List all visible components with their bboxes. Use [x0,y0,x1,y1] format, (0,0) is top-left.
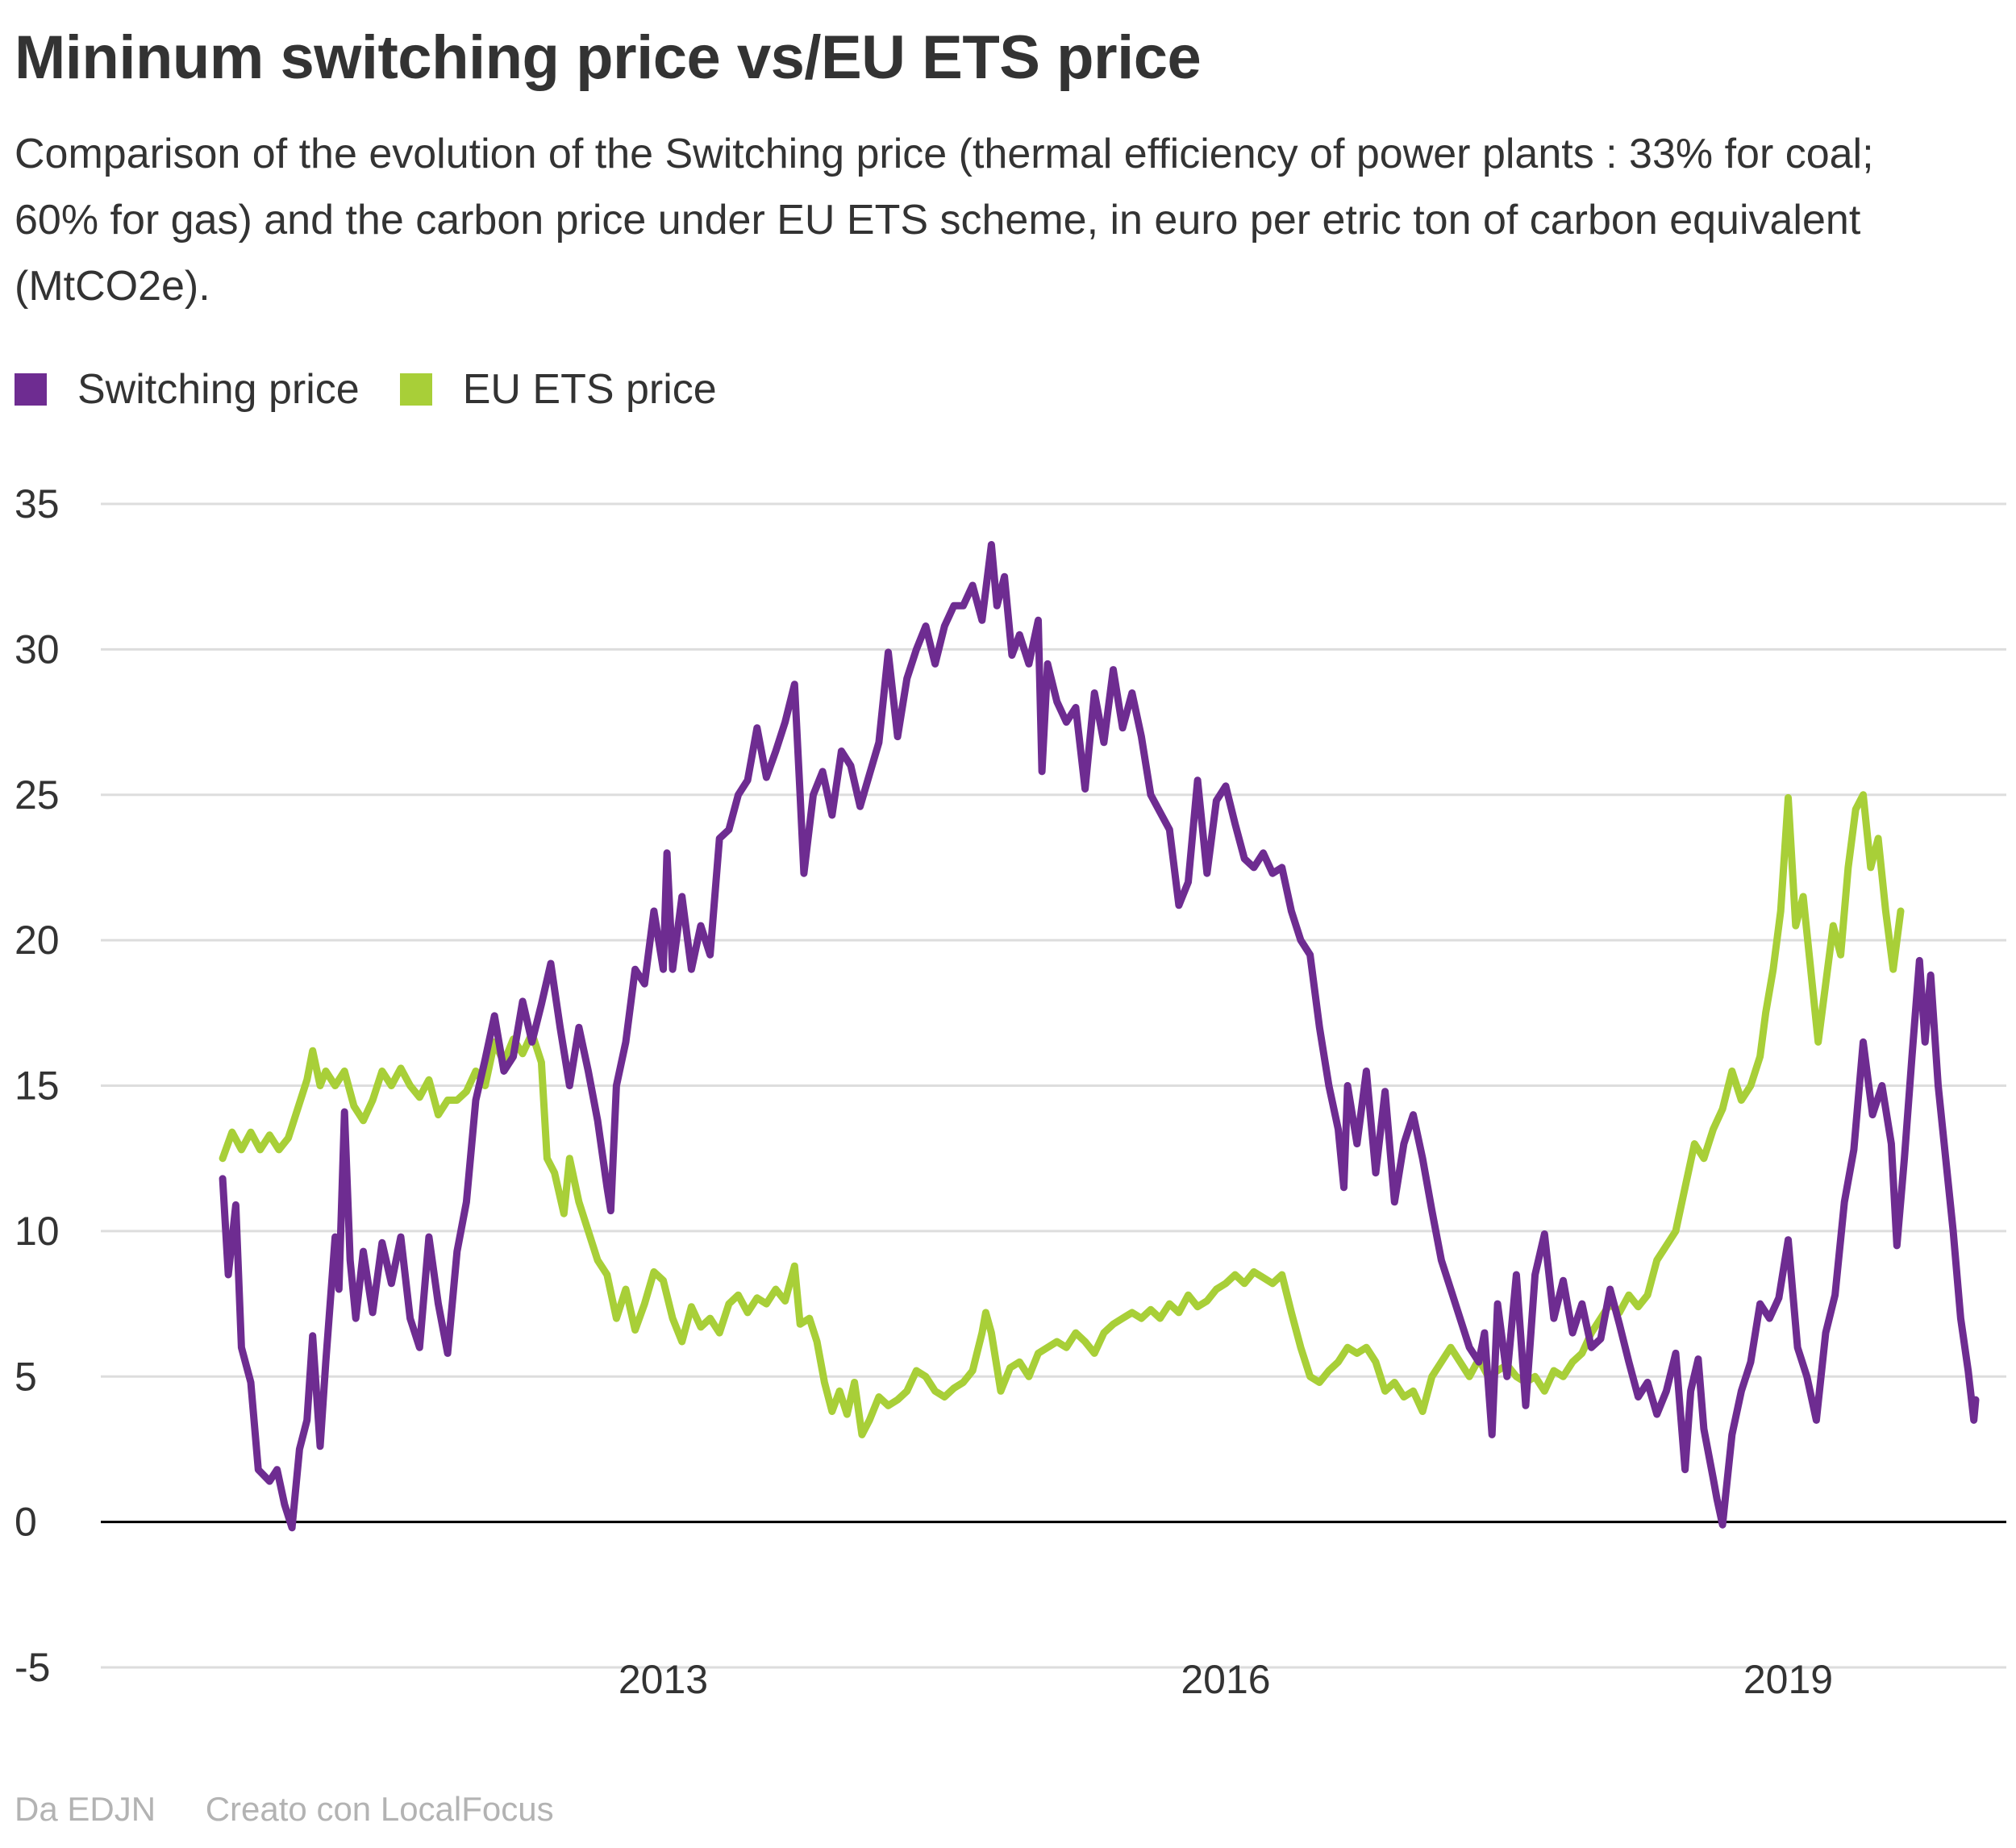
source-credit: Da EDJN [15,1790,156,1828]
x-tick-label-2013: 2013 [619,1657,708,1702]
legend-label-ets: EU ETS price [462,366,717,413]
y-tick-label: 5 [15,1354,37,1399]
y-tick-label: -5 [15,1645,50,1690]
footer: Da EDJN Creato con LocalFocus [15,1790,594,1829]
chart-subtitle: Comparison of the evolution of the Switc… [15,131,1874,310]
gridlines [101,502,2006,1669]
y-tick-label: 30 [15,626,60,672]
y-axis-ticks: 35 30 25 20 15 10 5 0 -5 [15,481,60,1690]
series-line-ets[interactable] [219,791,1905,1438]
y-tick-label: 0 [15,1500,37,1545]
series-lines [219,541,1980,1532]
legend: Switching price EU ETS price [15,361,757,418]
legend-item-ets[interactable]: EU ETS price [399,365,717,414]
tool-credit[interactable]: Creato con LocalFocus [205,1790,554,1828]
line-chart: 35 30 25 20 15 10 5 0 -5 2013 2016 2019 [15,481,2006,1702]
legend-item-switching[interactable]: Switching price [15,365,360,414]
legend-swatch-switching [15,373,47,406]
legend-swatch-ets [399,373,432,406]
x-tick-label-2019: 2019 [1743,1657,1833,1702]
y-tick-label: 20 [15,918,60,963]
y-tick-label: 35 [15,481,60,527]
legend-label-switching: Switching price [77,366,360,413]
series-line-switching[interactable] [219,541,1980,1532]
y-tick-label: 10 [15,1209,60,1254]
x-tick-label-2016: 2016 [1181,1657,1270,1702]
chart-title: Mininum switching price vs/EU ETS price [15,23,1202,92]
y-tick-label: 25 [15,772,60,818]
y-tick-label: 15 [15,1063,60,1109]
x-axis-ticks: 2013 2016 2019 [619,1657,1833,1702]
